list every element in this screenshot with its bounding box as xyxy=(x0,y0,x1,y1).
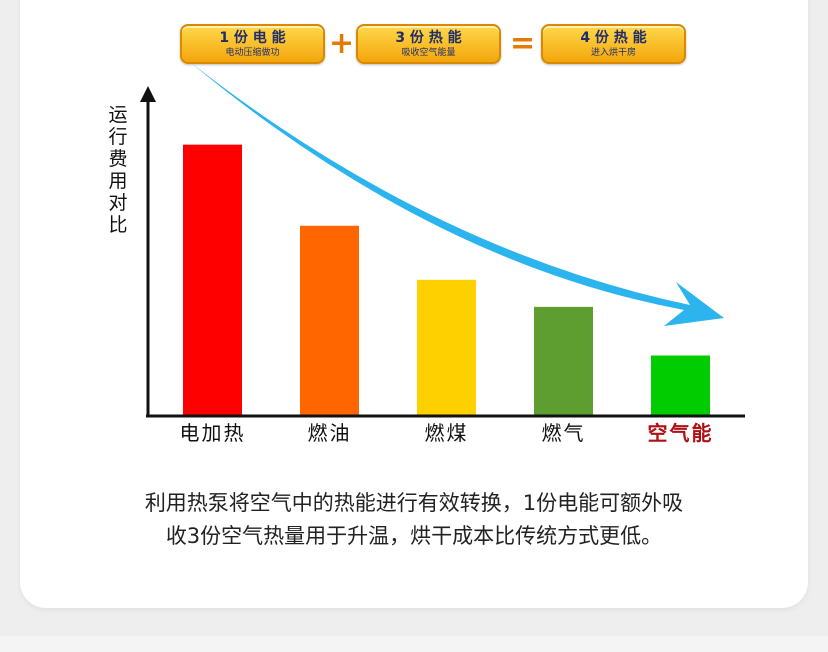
description-line: 收3份空气热量用于升温，烘干成本比传统方式更低。 xyxy=(165,524,663,548)
y-axis-arrowhead xyxy=(140,86,156,102)
description-text: 利用热泵将空气中的热能进行有效转换，1份电能可额外吸 收3份空气热量用于升温，烘… xyxy=(40,487,788,553)
badge-title: 1 份 电 能 xyxy=(219,30,286,46)
x-tick-labels: 电加热 燃油 燃煤 燃气 空气能 xyxy=(180,421,714,445)
bar-4 xyxy=(651,355,710,415)
x-tick-label-0: 电加热 xyxy=(180,421,246,445)
x-tick-label-1: 燃油 xyxy=(308,421,352,445)
x-tick-label-3: 燃气 xyxy=(542,421,586,445)
bar-3 xyxy=(534,306,593,415)
bars-group xyxy=(183,144,710,415)
plus-sign: + xyxy=(329,26,355,61)
x-tick-label-4: 空气能 xyxy=(648,421,714,445)
bar-2 xyxy=(417,279,476,415)
badge-subtitle: 进入烘干房 xyxy=(590,48,636,58)
x-tick-label-2: 燃煤 xyxy=(425,421,469,445)
description-line: 利用热泵将空气中的热能进行有效转换，1份电能可额外吸 xyxy=(144,491,684,515)
badge-title: 3 份 热 能 xyxy=(395,30,462,46)
badge-subtitle: 吸收空气能量 xyxy=(401,48,456,58)
badge-title: 4 份 热 能 xyxy=(580,30,647,46)
bottom-divider xyxy=(0,636,828,652)
equals-sign: = xyxy=(510,26,536,61)
badge-air-heat: 3 份 热 能 吸收空气能量 xyxy=(356,24,501,64)
badge-subtitle: 电动压缩做功 xyxy=(225,48,280,58)
badge-electric-energy: 1 份 电 能 电动压缩做功 xyxy=(180,24,325,64)
bar-0 xyxy=(183,144,242,415)
y-axis-label: 运行费用对比 xyxy=(108,104,128,236)
bar-1 xyxy=(300,225,359,415)
badge-total-heat: 4 份 热 能 进入烘干房 xyxy=(541,24,686,64)
